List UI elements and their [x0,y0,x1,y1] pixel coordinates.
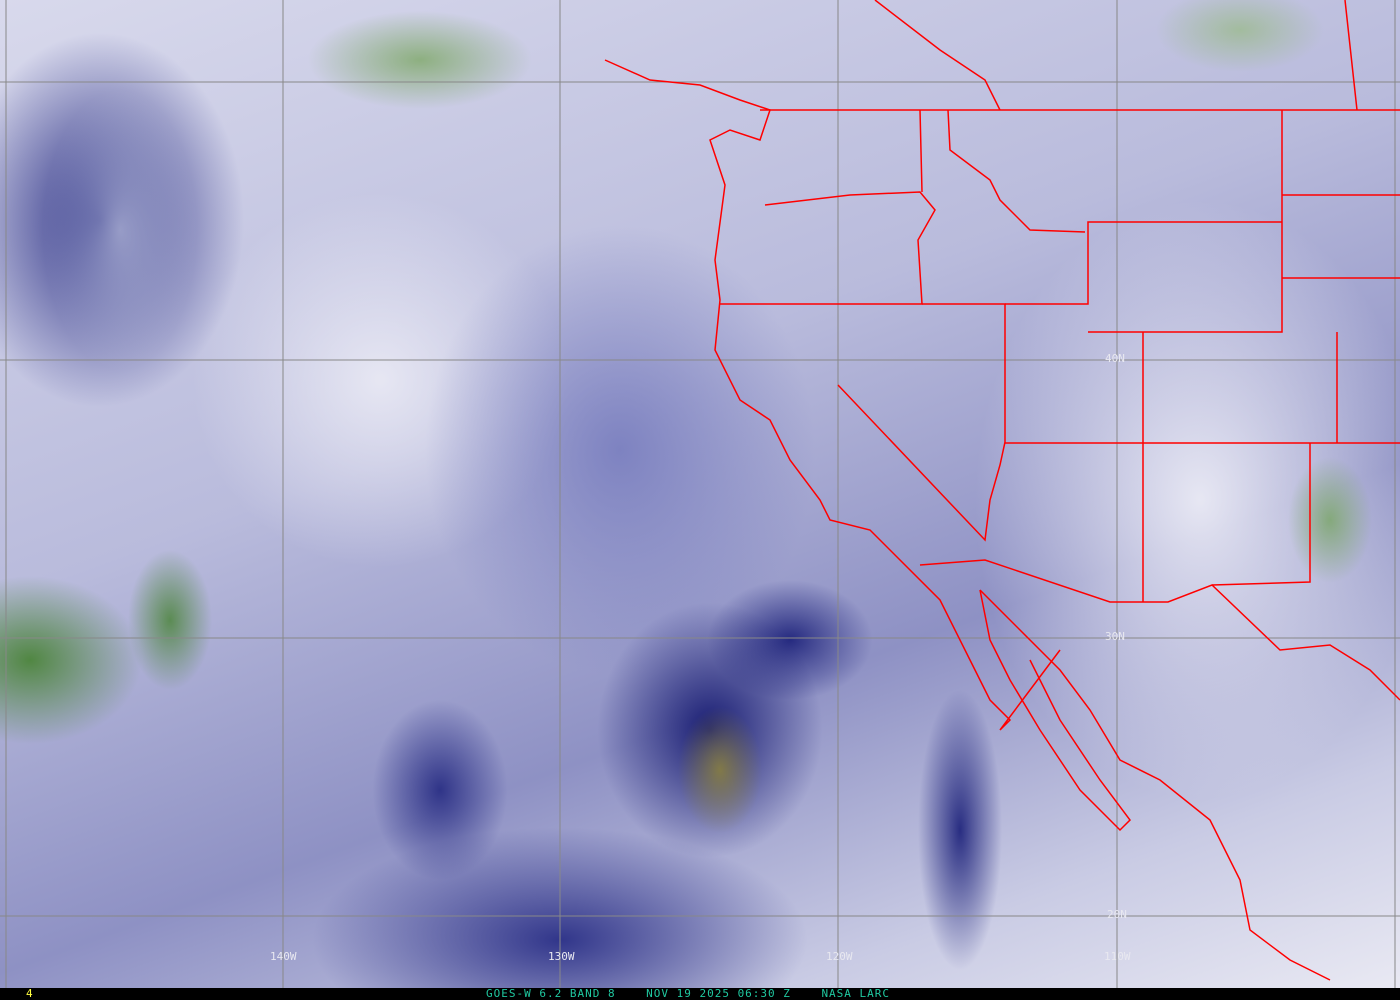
satellite-band: GOES-W 6.2 BAND 8 [486,987,616,1000]
interior-state-borders [1005,110,1400,602]
political-borders [604,0,1400,981]
timestamp: NOV 19 2025 06:30 Z [646,987,791,1000]
lon-label-130w: 130W [548,950,575,963]
frame-number: 4 [26,987,33,1000]
image-caption: GOES-W 6.2 BAND 8 NOV 19 2025 06:30 Z NA… [486,987,890,1000]
lon-label-140w: 140W [270,950,297,963]
baja-peninsula [979,589,1131,832]
nevada-border [837,303,1006,542]
mexico-border [919,559,1400,701]
lat-label-40n: 40N [1105,352,1125,365]
lon-label-110w: 110W [1104,950,1131,963]
footer-bar [0,988,1400,1000]
lat-label-20n: 20N [1107,908,1127,921]
baja-coastline [979,589,1331,981]
source: NASA LARC [821,987,891,1000]
oregon-border [720,191,936,305]
bc-coast [874,0,1358,111]
lon-label-120w: 120W [826,950,853,963]
coastline [604,59,1061,731]
idaho-border [919,109,1086,233]
lat-label-30n: 30N [1105,630,1125,643]
